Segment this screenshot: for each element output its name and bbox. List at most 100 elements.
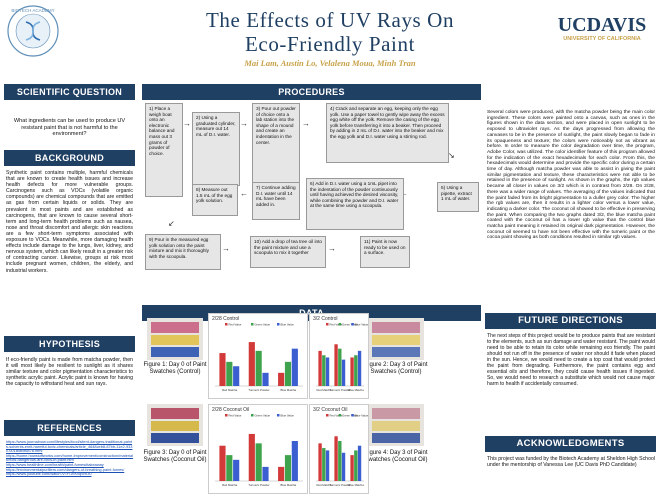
references-header: REFERENCES — [4, 420, 135, 436]
arrow-right-icon: → — [328, 244, 336, 253]
bar — [350, 455, 354, 481]
legend-swatch — [277, 414, 280, 417]
acknowledgments-text: This project was funded by the Biotech A… — [487, 456, 655, 469]
legend-swatch — [351, 414, 354, 417]
bar — [262, 466, 269, 481]
figure-1-caption: Figure 1: Day 0 of Paint Swatches (Contr… — [143, 362, 207, 375]
future-directions-header: FUTURE DIRECTIONS — [485, 313, 656, 329]
legend-swatch — [326, 414, 329, 417]
figure-3-caption: Figure 3: Day 0 of Paint Swatches (Cocon… — [143, 450, 207, 463]
legend-swatch — [251, 323, 254, 326]
bar — [338, 348, 342, 386]
bar — [357, 350, 362, 386]
hypothesis-text: If eco-friendly paint is made from match… — [6, 357, 133, 388]
category-tick-label: Red Matcha — [316, 483, 332, 487]
arrow-right-icon: → — [302, 119, 310, 128]
authors: Mai Lam, Austin Lo, Velalena Moua, Minh … — [244, 58, 416, 68]
figure-4-caption: Figure 4: Day 3 of Paint Swatches (Cocon… — [364, 450, 428, 463]
hypothesis-header: HYPOTHESIS — [4, 336, 135, 352]
background-text: Synthetic paint contains multiple, harmf… — [6, 170, 133, 274]
legend-swatch — [277, 323, 280, 326]
reference-link-4[interactable]: https://environmentalpurifiers.com/dange… — [6, 466, 125, 472]
category-tick-label: Turmeric Powder — [329, 483, 350, 487]
ucdavis-logo: UCDAVIS UNIVERSITY OF CALIFORNIA — [548, 14, 656, 43]
bar — [226, 455, 233, 481]
acknowledgments-header: ACKNOWLEDGMENTS — [485, 436, 656, 452]
legend-label: Red Value — [330, 414, 343, 418]
bar — [255, 443, 262, 481]
reference-link-3[interactable]: https://www.healthline.com/health/paint-… — [6, 461, 104, 467]
bar — [284, 455, 292, 481]
title-line-2: Eco-Friendly Paint — [244, 32, 416, 56]
legend-swatch — [351, 323, 354, 326]
category-tick-label: Turmeric Powder — [329, 388, 350, 392]
legend-swatch — [251, 414, 254, 417]
legend-label: Blue Value — [355, 323, 368, 327]
category-tick-label: Blue Matcha — [281, 388, 297, 392]
legend-label: Red Value — [229, 414, 242, 418]
bar — [334, 436, 338, 481]
bar — [354, 355, 358, 386]
legend-label: Green Value — [342, 414, 358, 418]
bar — [341, 359, 346, 386]
biotech-seal-icon: BIOTECH ACADEMY — [7, 5, 59, 57]
chart-panel-2: 3/2 Control Red Value Green Value Blue Val… — [309, 313, 369, 399]
arrow-down-icon: ↙ — [168, 219, 175, 228]
poster-title: The Effects of UV Rays On Eco-Friendly P… — [120, 8, 540, 69]
arrow-left-icon: ← — [240, 189, 248, 198]
bar — [278, 466, 285, 481]
legend-swatch — [225, 414, 228, 417]
category-tick-label: Blue Matcha — [348, 483, 364, 487]
reference-link-2[interactable]: https://home.howstuffworks.com/home-impr… — [6, 452, 134, 463]
ucdavis-wordmark: UCDAVIS — [557, 14, 647, 36]
chart-panel-3: 2/28 Coconut Oil Red Value Green Value Blu… — [208, 404, 308, 494]
arrow-right-icon: → — [222, 244, 230, 253]
bar — [318, 350, 322, 386]
bar — [233, 366, 240, 386]
bar — [325, 450, 330, 481]
step-5: 5) Using a pipette, extract 1 mL of wate… — [437, 182, 479, 212]
procedures-header: PROCEDURES — [142, 84, 481, 100]
step-8: 8) Measure out 1.5 mL of the egg yolk so… — [192, 184, 238, 216]
arrow-right-icon: → — [240, 119, 248, 128]
chart-title: 3/2 Coconut Oil — [313, 407, 348, 413]
biotech-academy-logo: BIOTECH ACADEMY — [6, 4, 60, 58]
bar — [291, 348, 298, 386]
bar — [322, 448, 326, 481]
arrow-right-icon: ↘ — [448, 151, 455, 160]
figure-2-caption: Figure 2: Day 3 of Paint Swatches (Contr… — [364, 362, 428, 375]
legend-label: Red Value — [330, 323, 343, 327]
bar — [322, 355, 326, 386]
legend-label: Blue Value — [355, 414, 368, 418]
legend-swatch — [338, 414, 342, 417]
bar — [341, 452, 346, 481]
bar — [233, 459, 240, 481]
bar — [350, 357, 354, 386]
scientific-question-text: What ingredients can be used to produce … — [13, 118, 126, 138]
bar — [248, 342, 255, 386]
scientific-question-header: SCIENTIFIC QUESTION — [4, 84, 135, 100]
legend-label: Green Value — [255, 323, 271, 327]
references-list: https://www.journalnow.com/lifestyles/fo… — [6, 439, 134, 477]
step-6: 6) Add in D.I. water using a 1mL pipet i… — [306, 178, 404, 230]
legend-label: Green Value — [342, 323, 358, 327]
figure-3-photo — [147, 404, 203, 446]
future-directions-text: The next steps of this project would be … — [487, 333, 655, 387]
title-line-1: The Effects of UV Rays On — [205, 8, 455, 32]
bar — [318, 443, 322, 481]
bar — [325, 357, 330, 386]
category-tick-label: Red Matcha — [316, 388, 332, 392]
figure-1-photo — [147, 318, 203, 360]
arrow-right-icon: → — [183, 119, 191, 128]
legend-label: Green Value — [255, 414, 271, 418]
step-4: 4) Crack and separate an egg, keeping on… — [326, 103, 449, 163]
chart-title: 2/28 Control — [212, 316, 240, 322]
bar — [334, 344, 338, 386]
reference-link-1[interactable]: https://www.journalnow.com/lifestyles/fo… — [6, 439, 133, 454]
legend-label: Blue Value — [281, 323, 295, 327]
step-11: 11) Paint is now ready to be used on a s… — [360, 236, 410, 268]
background-header: BACKGROUND — [4, 150, 135, 166]
chart-title: 2/28 Coconut Oil — [212, 407, 250, 413]
category-tick-label: Turmeric Powder — [248, 483, 269, 487]
reference-link-5[interactable]: https://www.youtube.com/watch?v=FOnKxqWn… — [6, 471, 92, 477]
